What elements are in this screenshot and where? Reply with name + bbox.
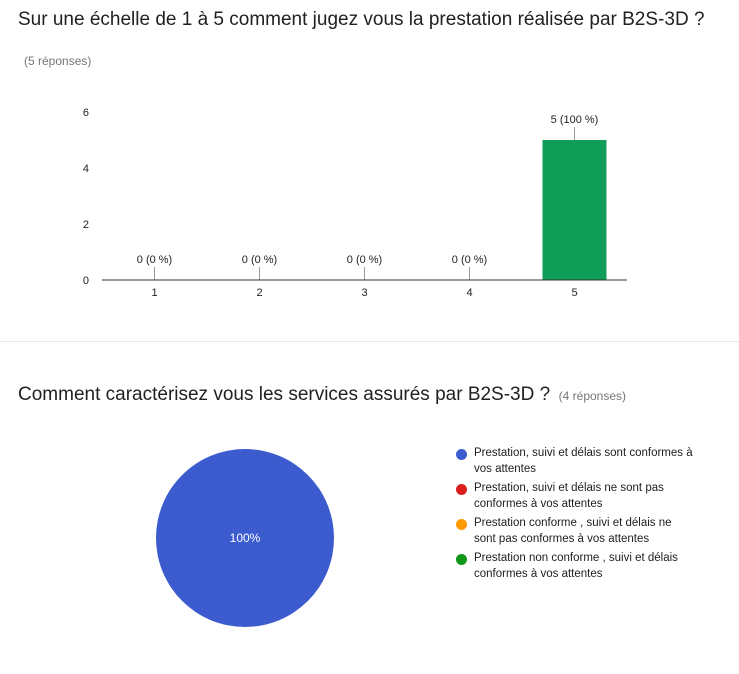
data-label-2: 0 (0 %) — [242, 254, 277, 266]
legend-label: Prestation, suivi et délais sont conform… — [474, 447, 693, 475]
pie-slice-label: 100% — [230, 531, 261, 545]
legend-item-2: Prestation conforme , suivi et délais ne… — [455, 516, 695, 547]
legend-dot-icon — [456, 449, 467, 460]
y-tick-label: 2 — [83, 219, 89, 231]
question2-response-count: (4 réponses) — [558, 389, 627, 403]
data-label-1: 0 (0 %) — [137, 254, 172, 266]
legend-item-1: Prestation, suivi et délais ne sont pas … — [455, 481, 695, 512]
bar-chart: 0 2 4 6 0 (0 %) 1 0 (0 %) 2 0 (0 %) 3 0 (0 %) 4 5 (1… — [83, 107, 627, 299]
pie-legend: Prestation, suivi et délais sont conform… — [455, 446, 695, 586]
legend-label: Prestation conforme , suivi et délais ne… — [474, 517, 672, 545]
legend-dot-icon — [456, 519, 467, 530]
data-label-5: 5 (100 %) — [551, 114, 599, 126]
x-tick-label-1: 1 — [151, 287, 157, 299]
legend-item-0: Prestation, suivi et délais sont conform… — [455, 446, 695, 477]
legend-item-3: Prestation non conforme , suivi et délai… — [455, 551, 695, 582]
section-divider — [0, 341, 739, 342]
legend-label: Prestation non conforme , suivi et délai… — [474, 552, 678, 580]
question1-response-count: (5 réponses) — [24, 54, 92, 68]
pie-slice-0 — [156, 449, 334, 627]
y-tick-label: 6 — [83, 107, 89, 119]
data-label-4: 0 (0 %) — [452, 254, 487, 266]
x-tick-label-4: 4 — [466, 287, 472, 299]
data-label-3: 0 (0 %) — [347, 254, 382, 266]
y-tick-label: 4 — [83, 163, 89, 175]
bar-5 — [542, 140, 607, 280]
y-tick-label: 0 — [83, 275, 89, 287]
question1-title: Sur une échelle de 1 à 5 comment jugez v… — [18, 9, 705, 30]
legend-dot-icon — [456, 484, 467, 495]
pie-chart: 100% — [156, 449, 334, 627]
x-tick-label-3: 3 — [361, 287, 367, 299]
x-tick-label-5: 5 — [571, 287, 577, 299]
question2-header: Comment caractérisez vous les services a… — [18, 384, 626, 406]
legend-label: Prestation, suivi et délais ne sont pas … — [474, 482, 664, 510]
legend-dot-icon — [456, 554, 467, 565]
x-tick-label-2: 2 — [256, 287, 262, 299]
question2-title: Comment caractérisez vous les services a… — [18, 384, 551, 405]
